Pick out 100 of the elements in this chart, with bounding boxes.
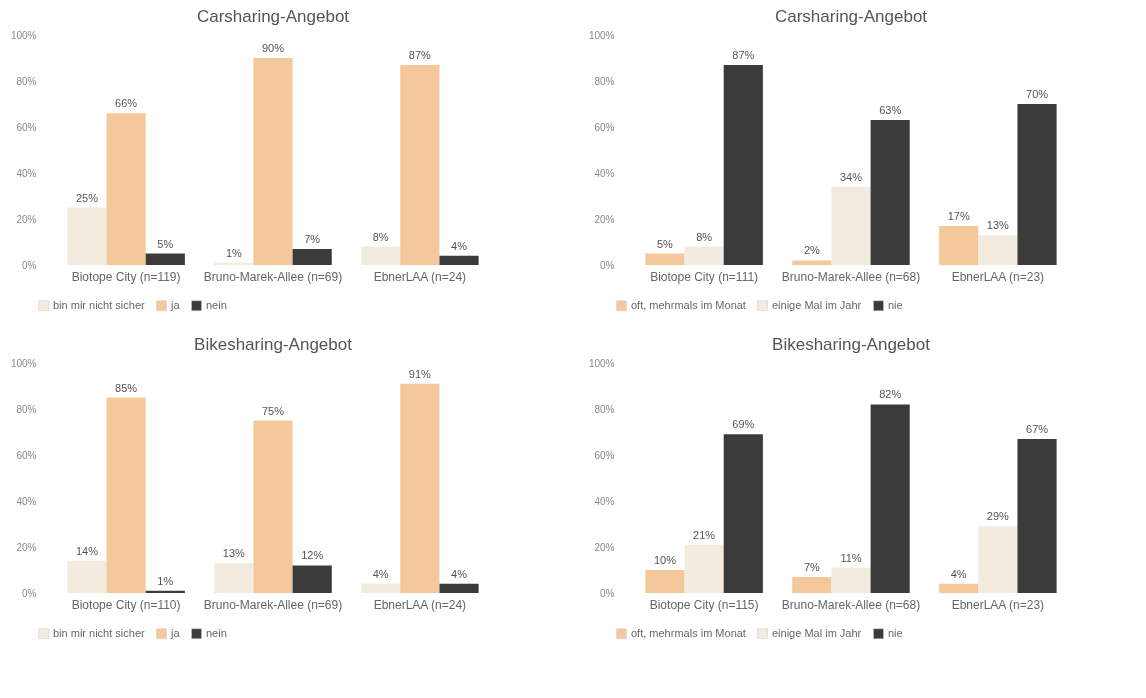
data-label: 7% [304,232,321,245]
x-tick-label: Bruno-Marek-Allee (n=69) [203,597,343,612]
chart-title: Carsharing-Angebot [774,7,928,26]
legend-label: nein [206,626,227,639]
data-label: 69% [732,418,755,431]
bar [361,583,401,593]
bar [67,207,107,265]
chart-title: Bikesharing-Angebot [194,335,353,354]
data-label: 85% [115,381,138,394]
legend-label: oft, mehrmals im Monat [631,298,746,311]
bar [439,255,479,265]
bar [292,565,332,593]
data-label: 4% [372,567,389,580]
data-label: 8% [696,230,713,243]
bar [831,186,871,265]
bar [939,583,979,593]
data-label: 2% [803,244,820,257]
data-label: 5% [657,237,674,250]
data-label: 12% [301,549,324,562]
y-tick-label: 0% [600,587,615,599]
data-label: 5% [157,237,174,250]
x-tick-label: EbnerLAA (n=24) [373,269,467,284]
bar [292,248,332,265]
y-tick-label: 80% [594,75,615,87]
data-label: 4% [950,567,967,580]
bar [106,397,146,593]
data-label: 1% [157,574,174,587]
y-tick-label: 60% [594,121,615,133]
bar [145,253,185,265]
y-tick-label: 0% [22,259,37,271]
legend-label: bin mir nicht sicher [53,298,146,311]
bar [361,246,401,265]
data-label: 34% [839,170,863,183]
data-label: 1% [225,246,242,259]
y-tick-label: 40% [594,495,615,507]
bar [645,570,685,593]
data-label: 17% [947,209,970,222]
data-label: 14% [75,544,99,557]
bar [723,64,763,265]
data-label: 87% [732,48,755,61]
y-tick-label: 20% [16,541,37,553]
legend-label: einige Mal im Jahr [772,626,862,639]
data-label: 10% [653,554,677,566]
y-tick-label: 60% [16,449,37,461]
y-tick-label: 80% [594,403,615,415]
y-tick-label: 20% [594,541,615,553]
bar [792,260,832,265]
bar [645,253,685,265]
x-tick-label: Biotope City (n=111) [650,269,759,284]
data-label: 67% [1026,422,1049,435]
legend-label: nie [888,298,903,311]
bar [684,544,724,593]
x-tick-label: EbnerLAA (n=23) [951,269,1045,284]
data-label: 70% [1026,88,1049,100]
bar [400,383,440,593]
data-label: 4% [451,239,468,252]
x-tick-label: Bruno-Marek-Allee (n=68) [781,597,921,612]
y-tick-label: 100% [10,29,37,41]
legend-label: einige Mal im Jahr [772,298,862,311]
chart-title: Bikesharing-Angebot [772,335,931,354]
bar [939,225,979,265]
data-label: 21% [693,528,716,541]
x-tick-label: Biotope City (n=115) [649,597,759,612]
x-tick-label: Bruno-Marek-Allee (n=68) [781,269,921,284]
legend-label: nie [888,626,903,639]
y-tick-label: 0% [22,587,37,599]
y-tick-label: 100% [588,29,615,41]
legend-label: bin mir nicht sicher [53,626,146,639]
x-tick-label: EbnerLAA (n=24) [373,597,467,612]
y-tick-label: 100% [10,357,37,369]
data-label: 7% [803,560,820,573]
legend-label: ja [170,298,181,311]
y-tick-label: 100% [588,357,615,369]
bar [253,420,293,593]
bar [723,434,763,593]
y-tick-label: 40% [594,167,615,179]
data-label: 91% [408,367,432,380]
data-label: 75% [261,404,285,417]
x-tick-label: EbnerLAA (n=23) [951,597,1045,612]
y-tick-label: 80% [16,75,37,87]
chart-title: Carsharing-Angebot [196,7,350,26]
bar [831,567,871,593]
bar [792,576,832,593]
y-tick-label: 0% [600,259,615,271]
bar [870,120,910,265]
x-tick-label: Biotope City (n=119) [71,269,181,284]
data-label: 25% [75,191,99,204]
bar [1017,438,1057,593]
data-label: 90% [261,42,285,54]
y-tick-label: 40% [16,167,37,179]
data-label: 13% [986,219,1010,232]
bar [978,235,1018,265]
bar [870,404,910,593]
data-label: 11% [840,551,862,564]
bar [1017,104,1057,265]
y-tick-label: 40% [16,495,37,507]
bar [67,560,107,593]
data-label: 8% [372,230,389,243]
data-label: 13% [222,547,246,560]
bar [253,58,293,265]
